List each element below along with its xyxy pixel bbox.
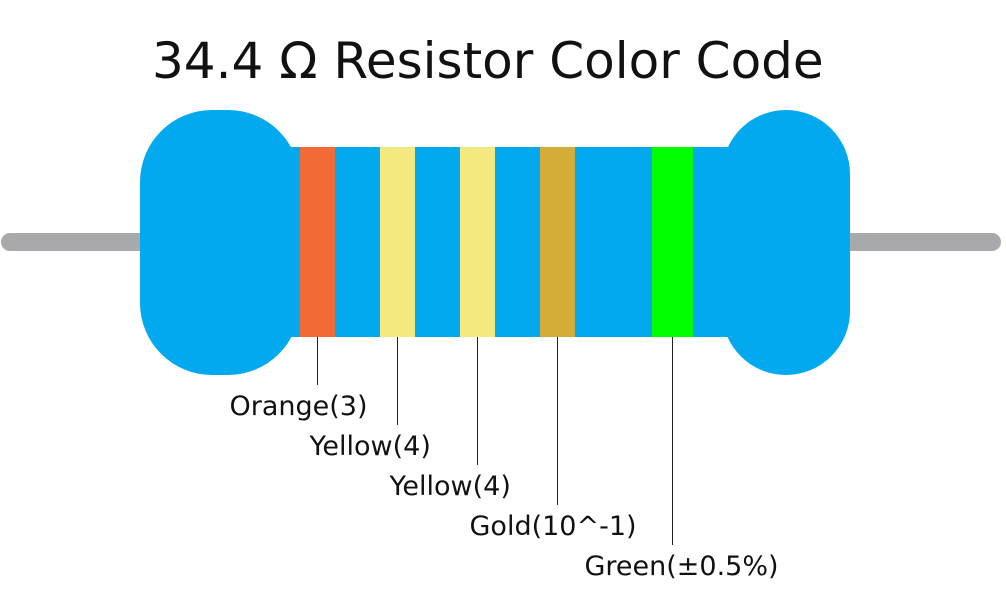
band-label: Gold(10^-1)	[470, 511, 637, 542]
right-cap	[722, 110, 850, 375]
band-label: Orange(3)	[230, 391, 368, 422]
color-band	[300, 147, 335, 337]
color-band	[652, 147, 693, 337]
color-band	[380, 147, 415, 337]
band-label: Yellow(4)	[309, 431, 431, 462]
color-band	[460, 147, 495, 337]
color-band	[540, 147, 575, 337]
band-label: Green(±0.5%)	[585, 551, 779, 582]
band-label: Yellow(4)	[389, 471, 511, 502]
title: 34.4 Ω Resistor Color Code	[152, 32, 824, 90]
bands: Orange(3) Yellow(4) Yellow(4) Gold(10^-1) Gr…	[230, 147, 779, 582]
